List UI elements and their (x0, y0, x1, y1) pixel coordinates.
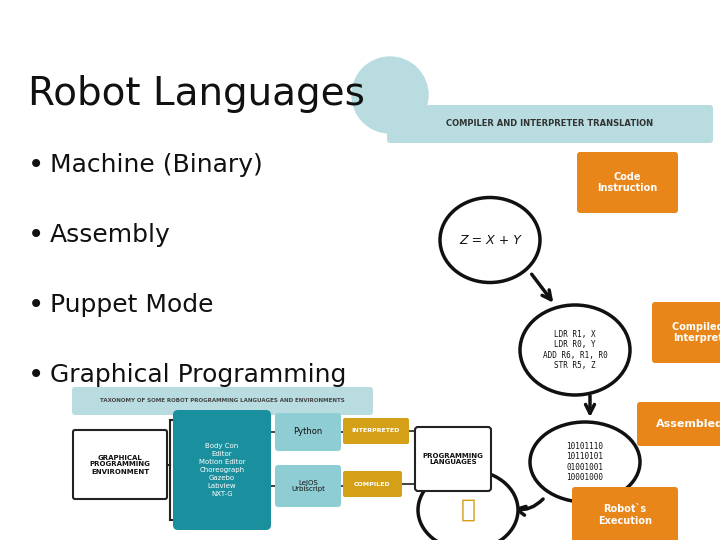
Ellipse shape (418, 470, 518, 540)
FancyBboxPatch shape (637, 402, 720, 446)
FancyBboxPatch shape (343, 418, 409, 444)
Text: 10101110
10110101
01001001
10001000: 10101110 10110101 01001001 10001000 (567, 442, 603, 482)
Text: Code
Instruction: Code Instruction (598, 172, 657, 193)
Ellipse shape (520, 305, 630, 395)
Text: Z = X + Y: Z = X + Y (459, 233, 521, 246)
Text: •: • (28, 151, 44, 179)
Text: Compiled or
Interpreted: Compiled or Interpreted (672, 322, 720, 343)
FancyBboxPatch shape (173, 410, 271, 530)
Text: Machine (Binary): Machine (Binary) (50, 153, 263, 177)
Text: Assembly: Assembly (50, 223, 171, 247)
Circle shape (352, 57, 428, 133)
FancyBboxPatch shape (572, 487, 678, 540)
Text: INTERPRETED: INTERPRETED (352, 429, 400, 434)
FancyBboxPatch shape (72, 387, 373, 415)
FancyBboxPatch shape (415, 427, 491, 491)
Text: •: • (28, 291, 44, 319)
FancyBboxPatch shape (577, 152, 678, 213)
FancyBboxPatch shape (387, 105, 713, 143)
Ellipse shape (530, 422, 640, 502)
Text: Body Con
Editor
Motion Editor
Choreograph
Gazebo
Labview
NXT-G: Body Con Editor Motion Editor Choreograp… (199, 443, 246, 497)
Text: COMPILED: COMPILED (354, 482, 391, 487)
Text: Assembled: Assembled (656, 419, 720, 429)
FancyBboxPatch shape (275, 413, 341, 451)
Ellipse shape (440, 198, 540, 282)
Text: TAXONOMY OF SOME ROBOT PROGRAMMING LANGUAGES AND ENVIRONMENTS: TAXONOMY OF SOME ROBOT PROGRAMMING LANGU… (100, 399, 345, 403)
Text: •: • (28, 361, 44, 389)
Text: COMPILER AND INTERPRETER TRANSLATION: COMPILER AND INTERPRETER TRANSLATION (446, 119, 654, 129)
FancyBboxPatch shape (73, 430, 167, 499)
Text: Graphical Programming: Graphical Programming (50, 363, 346, 387)
Text: Robot`s
Execution: Robot`s Execution (598, 504, 652, 526)
Text: Robot Languages: Robot Languages (28, 75, 365, 113)
Text: •: • (28, 221, 44, 249)
Text: 🤖: 🤖 (461, 498, 475, 522)
Text: LDR R1, X
LDR R0, Y
ADD R6, R1, R0
STR R5, Z: LDR R1, X LDR R0, Y ADD R6, R1, R0 STR R… (543, 330, 608, 370)
FancyBboxPatch shape (343, 471, 402, 497)
FancyBboxPatch shape (652, 302, 720, 363)
Text: Puppet Mode: Puppet Mode (50, 293, 214, 317)
FancyBboxPatch shape (275, 465, 341, 507)
Text: Python: Python (293, 428, 323, 436)
Text: PROGRAMMING
LANGUAGES: PROGRAMMING LANGUAGES (423, 453, 483, 465)
Text: GRAPHICAL
PROGRAMMING
ENVIRONMENT: GRAPHICAL PROGRAMMING ENVIRONMENT (89, 455, 150, 475)
Text: LeJOS
Urbiscript: LeJOS Urbiscript (291, 480, 325, 492)
